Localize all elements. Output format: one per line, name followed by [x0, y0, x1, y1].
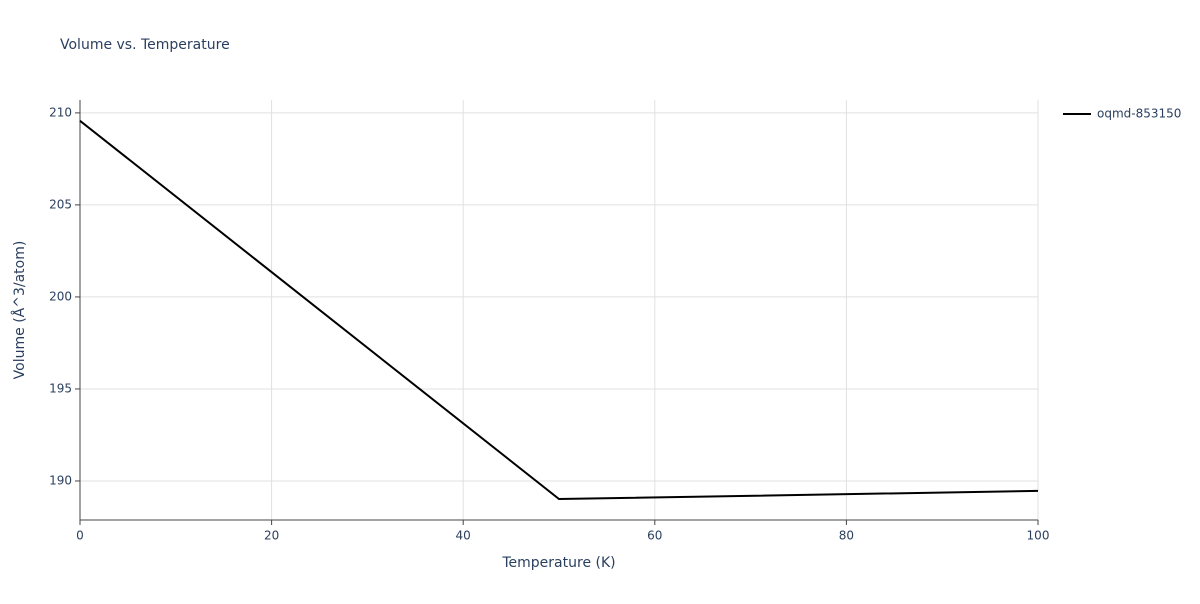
x-tick-label: 0 — [76, 529, 84, 543]
x-tick-label: 20 — [264, 529, 279, 543]
x-tick-label: 40 — [456, 529, 471, 543]
legend-label: oqmd-853150 — [1097, 107, 1181, 121]
chart-title: Volume vs. Temperature — [60, 37, 230, 53]
x-tick-label: 60 — [647, 529, 662, 543]
data-line — [79, 120, 1039, 501]
x-tick-label: 80 — [839, 529, 854, 543]
y-axis-label: Volume (Å^3/atom) — [11, 241, 28, 380]
y-tick-label: 205 — [49, 197, 72, 211]
y-tick-label: 195 — [49, 381, 72, 395]
y-tick-label: 200 — [49, 289, 72, 303]
x-axis-label: Temperature (K) — [501, 555, 615, 571]
x-tick-label: 100 — [1027, 529, 1050, 543]
y-tick-label: 190 — [49, 473, 72, 487]
y-tick-label: 210 — [49, 105, 72, 119]
